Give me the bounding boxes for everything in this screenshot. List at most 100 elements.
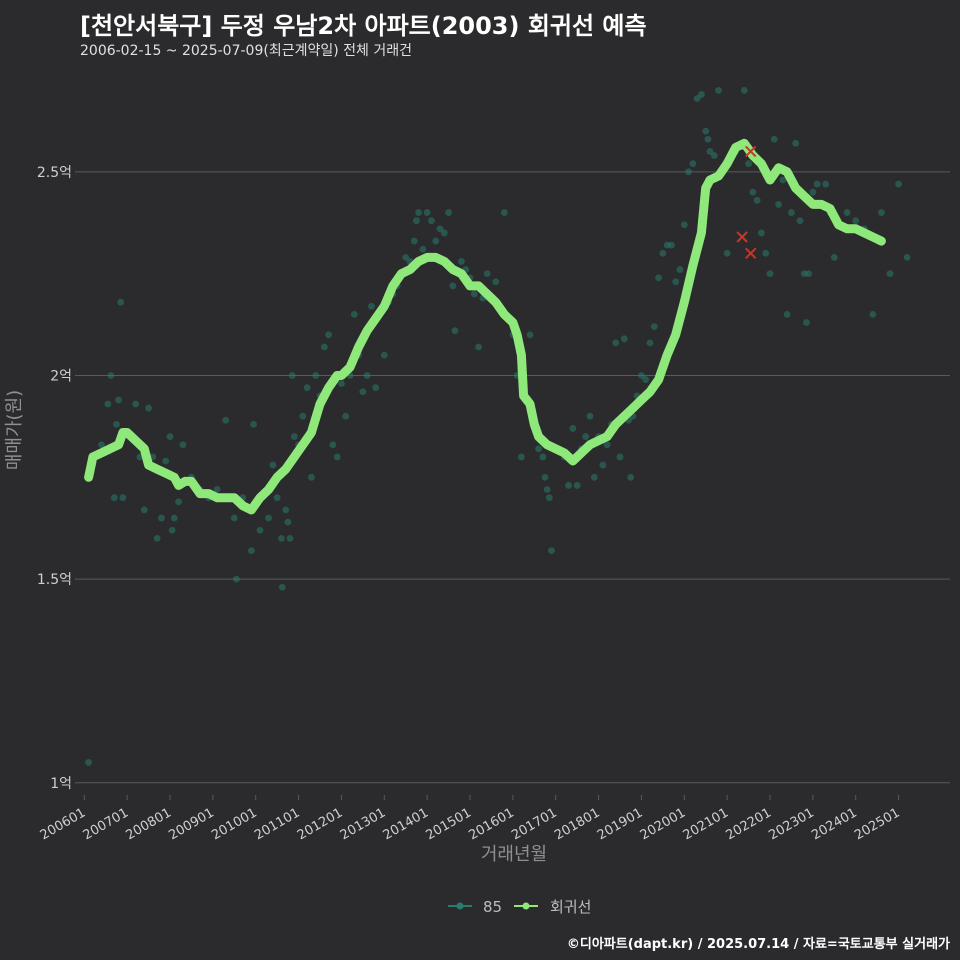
scatter-point bbox=[565, 482, 572, 489]
scatter-point bbox=[659, 249, 667, 257]
scatter-point bbox=[843, 209, 851, 216]
legend-regression-icon bbox=[522, 902, 530, 910]
scatter-point bbox=[646, 339, 654, 347]
scatter-point bbox=[312, 372, 320, 379]
scatter-point bbox=[715, 86, 722, 94]
x-tick-label: 201701 bbox=[509, 805, 559, 843]
x-tick-label: 200901 bbox=[166, 805, 216, 843]
y-tick-labels: 1억 1.5억 2억 2.5억 bbox=[37, 165, 80, 792]
scatter-point bbox=[749, 188, 757, 196]
legend-item-regression: 회귀선 bbox=[514, 898, 591, 916]
scatter-point bbox=[451, 327, 459, 335]
scatter-point bbox=[541, 473, 549, 481]
scatter-point bbox=[284, 518, 292, 526]
y-tick-label: 2억 bbox=[50, 368, 72, 384]
scatter-point bbox=[320, 343, 328, 351]
scatter-point bbox=[689, 160, 697, 168]
scatter-point bbox=[813, 180, 821, 188]
scatter-point bbox=[278, 583, 286, 591]
scatter-point bbox=[548, 547, 555, 555]
legend: 85 회귀선 bbox=[448, 898, 591, 916]
scatter-point bbox=[440, 229, 448, 237]
scatter-point bbox=[278, 534, 285, 542]
scatter-point bbox=[265, 514, 272, 522]
scatter-point bbox=[745, 160, 752, 168]
scatter-point bbox=[518, 453, 525, 461]
source-footer: ©디아파트(dapt.kr) / 2025.07.14 / 자료=국토교통부 실… bbox=[566, 937, 950, 952]
x-tick-label: 201201 bbox=[295, 805, 345, 843]
scatter-point bbox=[903, 253, 911, 261]
scatter-point bbox=[710, 152, 718, 159]
scatter-point bbox=[288, 372, 296, 379]
scatter-point bbox=[638, 372, 645, 379]
x-axis-title: 거래년월 bbox=[481, 844, 547, 865]
scatter-point bbox=[286, 534, 294, 542]
scatter-point bbox=[753, 196, 761, 204]
scatter-point bbox=[668, 241, 675, 249]
scatter-point bbox=[158, 514, 165, 522]
scatter-point bbox=[282, 506, 290, 514]
scatter-point bbox=[569, 425, 577, 432]
y-axis-title: 매매가(원) bbox=[4, 390, 25, 470]
x-tick-label: 201801 bbox=[552, 805, 602, 843]
y-tick-label: 1.5억 bbox=[37, 572, 72, 588]
scatter-point bbox=[140, 506, 148, 514]
scatter-point bbox=[338, 380, 345, 388]
scatter-point bbox=[886, 270, 894, 278]
scatter-point bbox=[612, 339, 620, 347]
scatter-point bbox=[230, 514, 238, 522]
scatter-point bbox=[878, 209, 885, 216]
scatter-point bbox=[573, 482, 581, 489]
regression-line bbox=[84, 138, 886, 515]
scatter-point bbox=[693, 95, 701, 102]
scatter-point bbox=[676, 266, 684, 273]
scatter-point bbox=[445, 209, 452, 216]
scatter-point bbox=[723, 249, 731, 257]
scatter-point bbox=[117, 298, 125, 306]
y-tick-label: 2.5억 bbox=[37, 165, 72, 181]
scatter-point bbox=[85, 759, 92, 766]
scatter-point bbox=[104, 400, 112, 408]
scatter-point bbox=[822, 180, 830, 188]
scatter-point bbox=[698, 91, 705, 98]
x-tick-label: 201001 bbox=[209, 805, 259, 843]
scatter-point bbox=[805, 270, 812, 278]
scatter-point bbox=[299, 412, 307, 420]
scatter-point bbox=[325, 331, 332, 339]
legend-label-regression: 회귀선 bbox=[550, 898, 591, 916]
scatter-points bbox=[85, 86, 911, 766]
scatter-point bbox=[803, 319, 810, 326]
chart-subtitle: 2006-02-15 ~ 2025-07-09(최근계약일) 전체 거래건 bbox=[80, 43, 412, 59]
scatter-point bbox=[329, 441, 337, 449]
scatter-point bbox=[770, 135, 778, 143]
scatter-point bbox=[162, 457, 170, 465]
scatter-point bbox=[179, 441, 187, 449]
scatter-point bbox=[333, 453, 341, 461]
scatter-point bbox=[470, 290, 478, 298]
scatter-point bbox=[642, 376, 650, 383]
scatter-point bbox=[168, 526, 176, 534]
scatter-point bbox=[98, 441, 105, 449]
scatter-point bbox=[599, 461, 607, 469]
x-tick-label: 201401 bbox=[381, 805, 431, 843]
scatter-point bbox=[256, 526, 264, 534]
scatter-point bbox=[458, 258, 465, 265]
scatter-point bbox=[132, 400, 140, 408]
scatter-point bbox=[620, 335, 628, 343]
x-tick-label: 202401 bbox=[809, 805, 859, 843]
legend-85-icon bbox=[456, 902, 464, 910]
scatter-point bbox=[213, 486, 221, 493]
scatter-point bbox=[269, 461, 277, 469]
scatter-point bbox=[788, 209, 795, 216]
scatter-point bbox=[273, 494, 281, 502]
scatter-point bbox=[492, 278, 500, 286]
scatter-point bbox=[170, 514, 178, 522]
scatter-point bbox=[250, 420, 257, 428]
scatter-point bbox=[475, 343, 482, 351]
scatter-point bbox=[290, 433, 298, 440]
x-tick-label: 201601 bbox=[466, 805, 516, 843]
scatter-point bbox=[413, 217, 420, 225]
scatter-point bbox=[792, 139, 800, 147]
scatter-point bbox=[410, 237, 418, 245]
